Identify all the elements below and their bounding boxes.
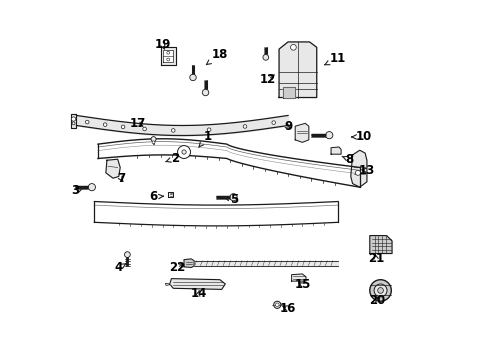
Text: 19: 19 xyxy=(154,38,171,51)
Polygon shape xyxy=(279,42,317,98)
Text: 3: 3 xyxy=(72,184,83,197)
Polygon shape xyxy=(106,159,120,178)
Circle shape xyxy=(85,120,89,124)
Circle shape xyxy=(374,284,387,297)
Circle shape xyxy=(143,127,147,131)
Polygon shape xyxy=(370,235,392,253)
Circle shape xyxy=(182,150,186,154)
Circle shape xyxy=(172,129,175,132)
Polygon shape xyxy=(184,259,194,267)
Circle shape xyxy=(263,54,269,60)
Circle shape xyxy=(243,125,247,128)
Circle shape xyxy=(291,44,296,50)
Circle shape xyxy=(370,280,392,301)
Circle shape xyxy=(272,121,275,125)
Text: 11: 11 xyxy=(325,51,346,65)
Circle shape xyxy=(207,128,211,131)
Circle shape xyxy=(177,145,191,158)
Circle shape xyxy=(275,303,279,307)
Polygon shape xyxy=(292,274,306,281)
Circle shape xyxy=(326,132,333,139)
Text: 12: 12 xyxy=(260,73,276,86)
Text: 21: 21 xyxy=(368,252,384,265)
Circle shape xyxy=(202,89,209,96)
Polygon shape xyxy=(283,87,295,98)
Polygon shape xyxy=(170,279,225,289)
Text: 6: 6 xyxy=(149,190,164,203)
Circle shape xyxy=(152,141,155,144)
Circle shape xyxy=(167,58,170,61)
Circle shape xyxy=(72,117,76,121)
Circle shape xyxy=(103,123,107,126)
Text: 10: 10 xyxy=(352,130,371,144)
Text: 15: 15 xyxy=(294,278,311,291)
Text: 18: 18 xyxy=(206,48,228,65)
Circle shape xyxy=(122,125,125,129)
Text: 14: 14 xyxy=(190,287,207,300)
Circle shape xyxy=(378,288,383,293)
Text: 5: 5 xyxy=(224,193,238,206)
Text: 4: 4 xyxy=(115,261,126,274)
Circle shape xyxy=(88,184,96,191)
Circle shape xyxy=(274,301,281,309)
Circle shape xyxy=(190,74,196,81)
Text: 9: 9 xyxy=(284,121,292,134)
Polygon shape xyxy=(163,50,173,62)
Circle shape xyxy=(151,136,156,141)
Text: 17: 17 xyxy=(129,117,146,130)
Circle shape xyxy=(230,194,237,201)
Polygon shape xyxy=(71,114,76,129)
Polygon shape xyxy=(331,147,341,154)
Polygon shape xyxy=(161,47,176,65)
Polygon shape xyxy=(351,150,367,187)
Circle shape xyxy=(355,170,361,175)
Text: 22: 22 xyxy=(169,261,185,274)
Text: 7: 7 xyxy=(117,172,125,185)
Text: 20: 20 xyxy=(369,294,386,307)
Text: 2: 2 xyxy=(166,152,179,165)
Polygon shape xyxy=(295,123,309,142)
Polygon shape xyxy=(166,283,170,285)
Circle shape xyxy=(72,122,75,125)
Text: 16: 16 xyxy=(280,302,296,315)
Text: 1: 1 xyxy=(198,130,211,147)
Text: 13: 13 xyxy=(359,164,375,177)
Circle shape xyxy=(167,51,170,54)
Text: 8: 8 xyxy=(342,153,353,166)
Polygon shape xyxy=(168,192,173,197)
Circle shape xyxy=(124,252,130,257)
